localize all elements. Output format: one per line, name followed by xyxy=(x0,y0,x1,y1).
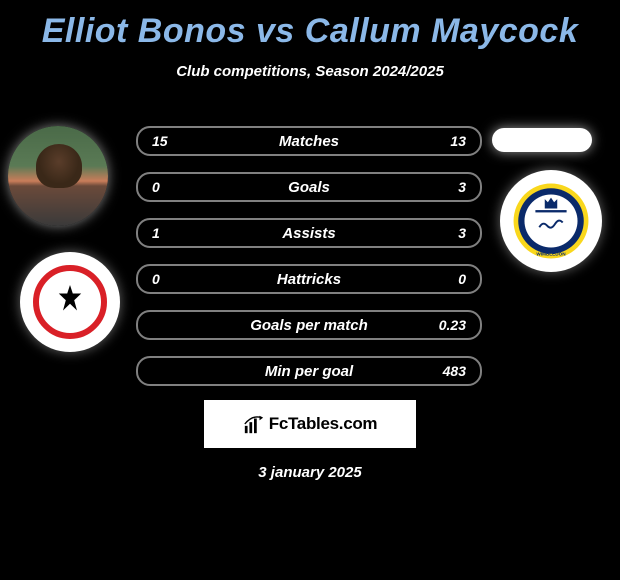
stat-right-value: 13 xyxy=(426,133,466,149)
stat-left-value: 0 xyxy=(152,179,192,195)
stat-row: Goals per match 0.23 xyxy=(136,310,482,340)
player-left-club-badge xyxy=(20,252,120,352)
stat-row: 0 Hattricks 0 xyxy=(136,264,482,294)
svg-text:WIMBLEDON: WIMBLEDON xyxy=(536,251,566,256)
stat-row: 0 Goals 3 xyxy=(136,172,482,202)
fctables-logo-icon xyxy=(243,413,265,435)
player-left-avatar xyxy=(8,126,108,226)
stat-right-value: 483 xyxy=(426,363,466,379)
stat-left-value: 15 xyxy=(152,133,192,149)
fctables-text: FcTables.com xyxy=(269,414,378,434)
stat-left-value: 0 xyxy=(152,271,192,287)
stat-label: Min per goal xyxy=(192,363,426,380)
stat-label: Goals per match xyxy=(192,317,426,334)
stat-row: Min per goal 483 xyxy=(136,356,482,386)
subtitle: Club competitions, Season 2024/2025 xyxy=(0,63,620,80)
wimbledon-club-icon: AFC WIMBLEDON xyxy=(512,182,590,260)
stat-label: Matches xyxy=(192,133,426,150)
stat-row: 15 Matches 13 xyxy=(136,126,482,156)
stat-row: 1 Assists 3 xyxy=(136,218,482,248)
date-label: 3 january 2025 xyxy=(0,464,620,481)
player-right-avatar xyxy=(492,128,592,152)
svg-text:AFC: AFC xyxy=(545,190,556,196)
fctables-badge: FcTables.com xyxy=(204,400,416,448)
fleetwood-club-icon xyxy=(33,265,107,339)
stat-right-value: 0 xyxy=(426,271,466,287)
stat-label: Assists xyxy=(192,225,426,242)
player-right-club-badge: AFC WIMBLEDON xyxy=(500,170,602,272)
stat-right-value: 0.23 xyxy=(426,317,466,333)
stats-list: 15 Matches 13 0 Goals 3 1 Assists 3 0 Ha… xyxy=(136,126,482,402)
page-title: Elliot Bonos vs Callum Maycock xyxy=(0,0,620,51)
stat-right-value: 3 xyxy=(426,225,466,241)
comparison-panel: AFC WIMBLEDON 15 Matches 13 0 Goals 3 1 … xyxy=(0,108,620,388)
stat-label: Goals xyxy=(192,179,426,196)
stat-right-value: 3 xyxy=(426,179,466,195)
stat-label: Hattricks xyxy=(192,271,426,288)
stat-left-value: 1 xyxy=(152,225,192,241)
